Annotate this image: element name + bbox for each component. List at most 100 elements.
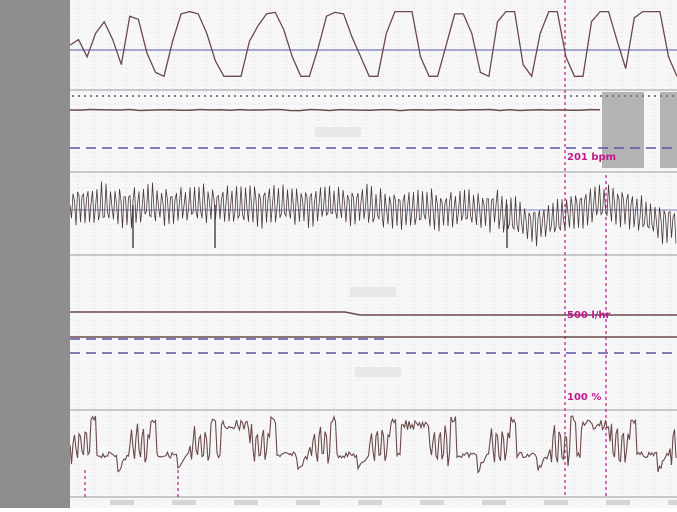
dot-mark [396,95,398,97]
dot-mark [570,95,572,97]
x-tick-label [234,500,258,505]
dot-mark [420,95,422,97]
dot-mark [426,95,428,97]
dot-mark [84,95,86,97]
series-line [70,12,677,77]
dot-mark [342,95,344,97]
dot-mark [240,95,242,97]
faint-label-box [350,287,396,297]
dot-mark [132,95,134,97]
dot-mark [126,95,128,97]
dot-mark [222,95,224,97]
x-tick-label [668,500,677,505]
dot-mark [360,95,362,97]
dot-mark [210,95,212,97]
x-tick-label [420,500,444,505]
dot-mark [234,95,236,97]
dot-mark [672,95,674,97]
dot-mark [90,95,92,97]
dot-mark [150,95,152,97]
dot-mark [318,95,320,97]
dot-mark [198,95,200,97]
series-line [70,416,676,472]
x-tick-label [110,500,134,505]
dot-mark [576,95,578,97]
dot-mark [282,95,284,97]
dot-mark [666,95,668,97]
dot-mark [186,95,188,97]
dot-mark [390,95,392,97]
dot-mark [600,95,602,97]
dot-mark [162,95,164,97]
magenta-label-3: 100 % [567,392,601,403]
dot-mark [102,95,104,97]
dot-mark [312,95,314,97]
chart-svg: 201 bpm 500 l/hr 100 % [70,0,677,508]
dot-mark [348,95,350,97]
dot-mark [144,95,146,97]
gray-block [660,92,677,168]
x-tick-label [296,500,320,505]
dot-mark [366,95,368,97]
dot-mark [456,95,458,97]
series-line [70,110,600,111]
plot-area: 201 bpm 500 l/hr 100 % [70,0,677,508]
dot-mark [270,95,272,97]
dot-mark [120,95,122,97]
dot-mark [252,95,254,97]
dot-mark [294,95,296,97]
dot-mark [636,95,638,97]
left-label-strip [0,0,70,508]
dot-mark [660,95,662,97]
dot-mark [264,95,266,97]
dot-mark [258,95,260,97]
dot-mark [450,95,452,97]
dot-mark [174,95,176,97]
dot-mark [492,95,494,97]
dot-mark [402,95,404,97]
dot-mark [468,95,470,97]
dot-mark [654,95,656,97]
dot-mark [300,95,302,97]
dot-mark [204,95,206,97]
x-tick-label [358,500,382,505]
dot-mark [384,95,386,97]
dot-mark [444,95,446,97]
dot-mark [516,95,518,97]
faint-label-box [355,367,401,377]
dot-mark [138,95,140,97]
dot-mark [648,95,650,97]
dot-mark [168,95,170,97]
dot-mark [540,95,542,97]
dot-mark [432,95,434,97]
dot-mark [408,95,410,97]
dot-mark [510,95,512,97]
x-tick-label [606,500,630,505]
dot-mark [78,95,80,97]
dot-mark [588,95,590,97]
dot-mark [612,95,614,97]
dot-mark [156,95,158,97]
faint-label-box [315,127,361,137]
dot-mark [642,95,644,97]
dot-mark [414,95,416,97]
series-line [70,182,676,247]
magenta-label-2: 500 l/hr [567,310,611,321]
x-tick-label [544,500,568,505]
dot-mark [246,95,248,97]
dot-mark [552,95,554,97]
dot-mark [372,95,374,97]
dot-mark [192,95,194,97]
dot-mark [354,95,356,97]
dot-mark [378,95,380,97]
dot-mark [462,95,464,97]
dot-mark [606,95,608,97]
dot-mark [564,95,566,97]
dot-mark [438,95,440,97]
dot-mark [228,95,230,97]
dot-mark [474,95,476,97]
dot-mark [72,95,74,97]
dot-mark [480,95,482,97]
dot-mark [504,95,506,97]
